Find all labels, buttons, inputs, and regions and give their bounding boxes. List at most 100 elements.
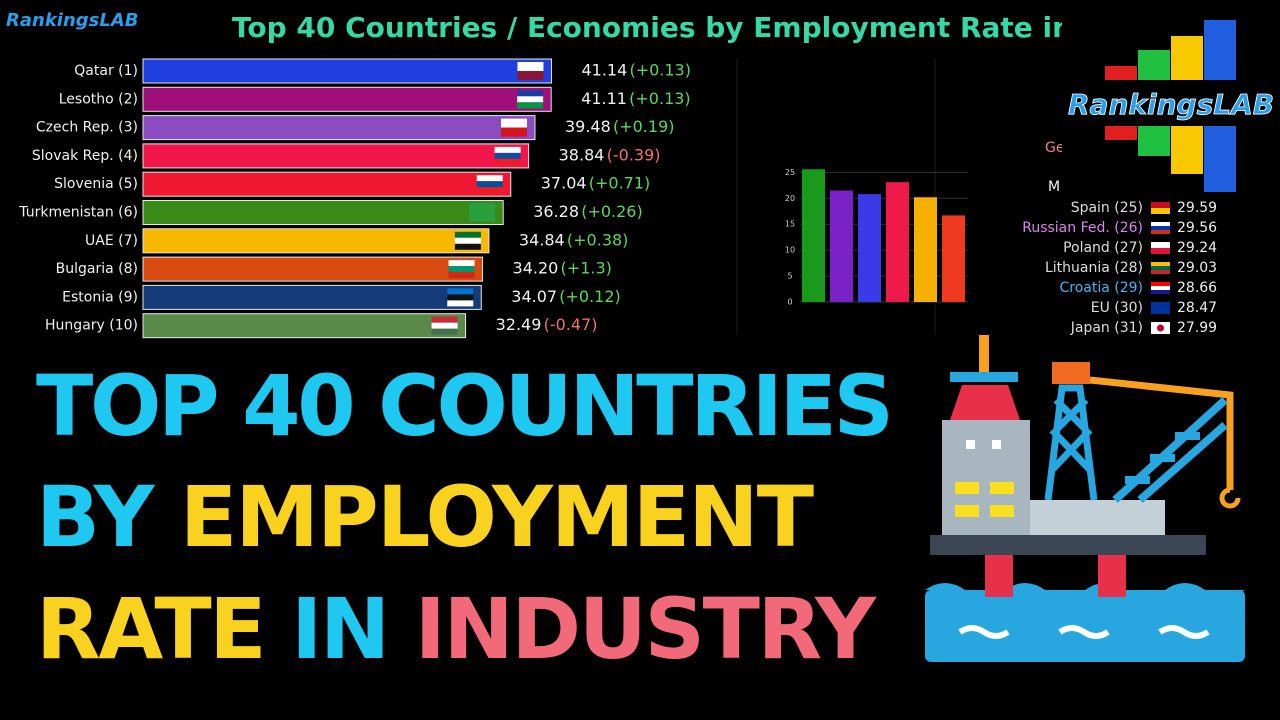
flag-stripe bbox=[500, 127, 527, 137]
window bbox=[992, 440, 1001, 449]
side-list: Spain (25) 29.59 Russian Fed. (26) 29.56 Pol… bbox=[1022, 200, 1217, 336]
flag-stripe bbox=[1151, 282, 1170, 286]
flag-stripe bbox=[447, 294, 474, 301]
list-value: 29.24 bbox=[1177, 240, 1217, 256]
value-label: 38.84 bbox=[559, 145, 605, 164]
headline-word: RATE bbox=[36, 580, 267, 678]
leg bbox=[985, 555, 1013, 597]
headline-word: EMPLOYMENT bbox=[180, 468, 814, 566]
flag-stripe bbox=[476, 181, 503, 188]
wave-crest bbox=[958, 625, 1210, 639]
window bbox=[990, 482, 1014, 494]
value-label: 36.28 bbox=[533, 202, 579, 221]
flag-stripe bbox=[469, 203, 496, 213]
flag-stripe bbox=[454, 243, 481, 250]
flag-stripe bbox=[1151, 208, 1170, 214]
list-value: 28.66 bbox=[1177, 280, 1217, 296]
flag-stripe bbox=[448, 272, 475, 279]
chart-title: Top 40 Countries / Economies by Employme… bbox=[232, 11, 1112, 44]
headline-line: BY EMPLOYMENT bbox=[36, 468, 814, 566]
bar bbox=[830, 190, 853, 302]
bar bbox=[142, 313, 467, 339]
tower-top bbox=[950, 385, 1020, 420]
flag-stripe bbox=[1151, 222, 1170, 226]
list-name: Japan (31) bbox=[1070, 320, 1143, 336]
bar bbox=[858, 194, 881, 302]
category-label: Hungary (10) bbox=[45, 318, 138, 334]
change-label: (+1.3) bbox=[561, 259, 612, 278]
crane-arm bbox=[1112, 397, 1228, 503]
y-tick-label: 0 bbox=[787, 298, 792, 307]
flag-stripe bbox=[494, 146, 521, 153]
flag-stripe bbox=[1151, 242, 1170, 248]
tower-cap bbox=[950, 372, 1018, 382]
building bbox=[942, 420, 1030, 535]
bar bbox=[142, 171, 512, 197]
value-label: 37.04 bbox=[541, 174, 587, 193]
logo-box: RankingsLAB bbox=[1062, 14, 1275, 194]
window bbox=[955, 482, 979, 494]
block bbox=[1030, 500, 1165, 535]
flag-stripe bbox=[476, 187, 503, 194]
bar bbox=[142, 86, 552, 112]
logo-bar bbox=[1171, 36, 1203, 80]
logo-bar bbox=[1105, 126, 1137, 140]
flag-stripe bbox=[1151, 270, 1170, 274]
crane-cable bbox=[1089, 376, 1234, 490]
bar bbox=[142, 58, 552, 84]
deck bbox=[930, 535, 1206, 555]
list-name: Lithuania (28) bbox=[1045, 260, 1143, 276]
logo-bar bbox=[1138, 126, 1170, 156]
category-label: Slovak Rep. (4) bbox=[32, 148, 138, 164]
oil-rig-illustration bbox=[925, 335, 1245, 662]
bar bbox=[142, 284, 482, 310]
flag-stripe bbox=[1151, 286, 1170, 290]
list-value: 27.99 bbox=[1177, 320, 1217, 336]
value-label: 34.20 bbox=[513, 259, 559, 278]
flag-stripe bbox=[447, 288, 474, 295]
headline-word: IN bbox=[291, 580, 390, 678]
list-name: Croatia (29) bbox=[1059, 280, 1143, 296]
category-label: Lesotho (2) bbox=[59, 91, 138, 107]
flag-stripe bbox=[1151, 302, 1170, 308]
bar bbox=[942, 215, 965, 302]
y-tick-label: 25 bbox=[785, 168, 795, 177]
brand-logo: RankingsLAB bbox=[6, 10, 139, 31]
change-label: (+0.13) bbox=[629, 89, 691, 108]
list-value: 29.03 bbox=[1177, 260, 1217, 276]
flag-stripe bbox=[1151, 230, 1170, 234]
list-value: 29.56 bbox=[1177, 220, 1217, 236]
bar bbox=[914, 197, 937, 302]
value-label: 39.48 bbox=[565, 117, 611, 136]
logo-bar bbox=[1204, 126, 1236, 192]
change-label: (+0.12) bbox=[559, 287, 621, 306]
value-label: 32.49 bbox=[496, 315, 542, 334]
change-label: (+0.71) bbox=[589, 174, 651, 193]
partial-label: M bbox=[1048, 179, 1060, 195]
partial-label: Ge bbox=[1045, 140, 1064, 156]
flag-stripe bbox=[1151, 290, 1170, 294]
bar bbox=[142, 143, 530, 169]
window bbox=[955, 505, 979, 517]
flag-stripe bbox=[469, 212, 496, 222]
y-tick-label: 15 bbox=[785, 220, 795, 229]
list-name: Spain (25) bbox=[1071, 200, 1143, 216]
antenna bbox=[979, 335, 989, 372]
flag-stripe bbox=[517, 102, 544, 109]
category-label: Turkmenistan (6) bbox=[18, 205, 138, 221]
headline-line: TOP 40 COUNTRIES bbox=[36, 357, 894, 455]
value-label: 41.11 bbox=[581, 89, 627, 108]
change-label: (-0.39) bbox=[607, 145, 661, 164]
headline-word: BY bbox=[36, 468, 156, 566]
water bbox=[925, 590, 1245, 662]
category-label: UAE (7) bbox=[85, 233, 138, 249]
list-name: Russian Fed. (26) bbox=[1022, 220, 1143, 236]
value-label: 34.07 bbox=[511, 287, 557, 306]
flag-stripe bbox=[1151, 248, 1170, 254]
logo-bar bbox=[1204, 20, 1236, 80]
bar bbox=[802, 169, 825, 302]
flag-stripe bbox=[447, 300, 474, 307]
logo-bar bbox=[1171, 126, 1203, 174]
leg bbox=[1098, 555, 1126, 597]
flag-stripe bbox=[454, 231, 481, 238]
